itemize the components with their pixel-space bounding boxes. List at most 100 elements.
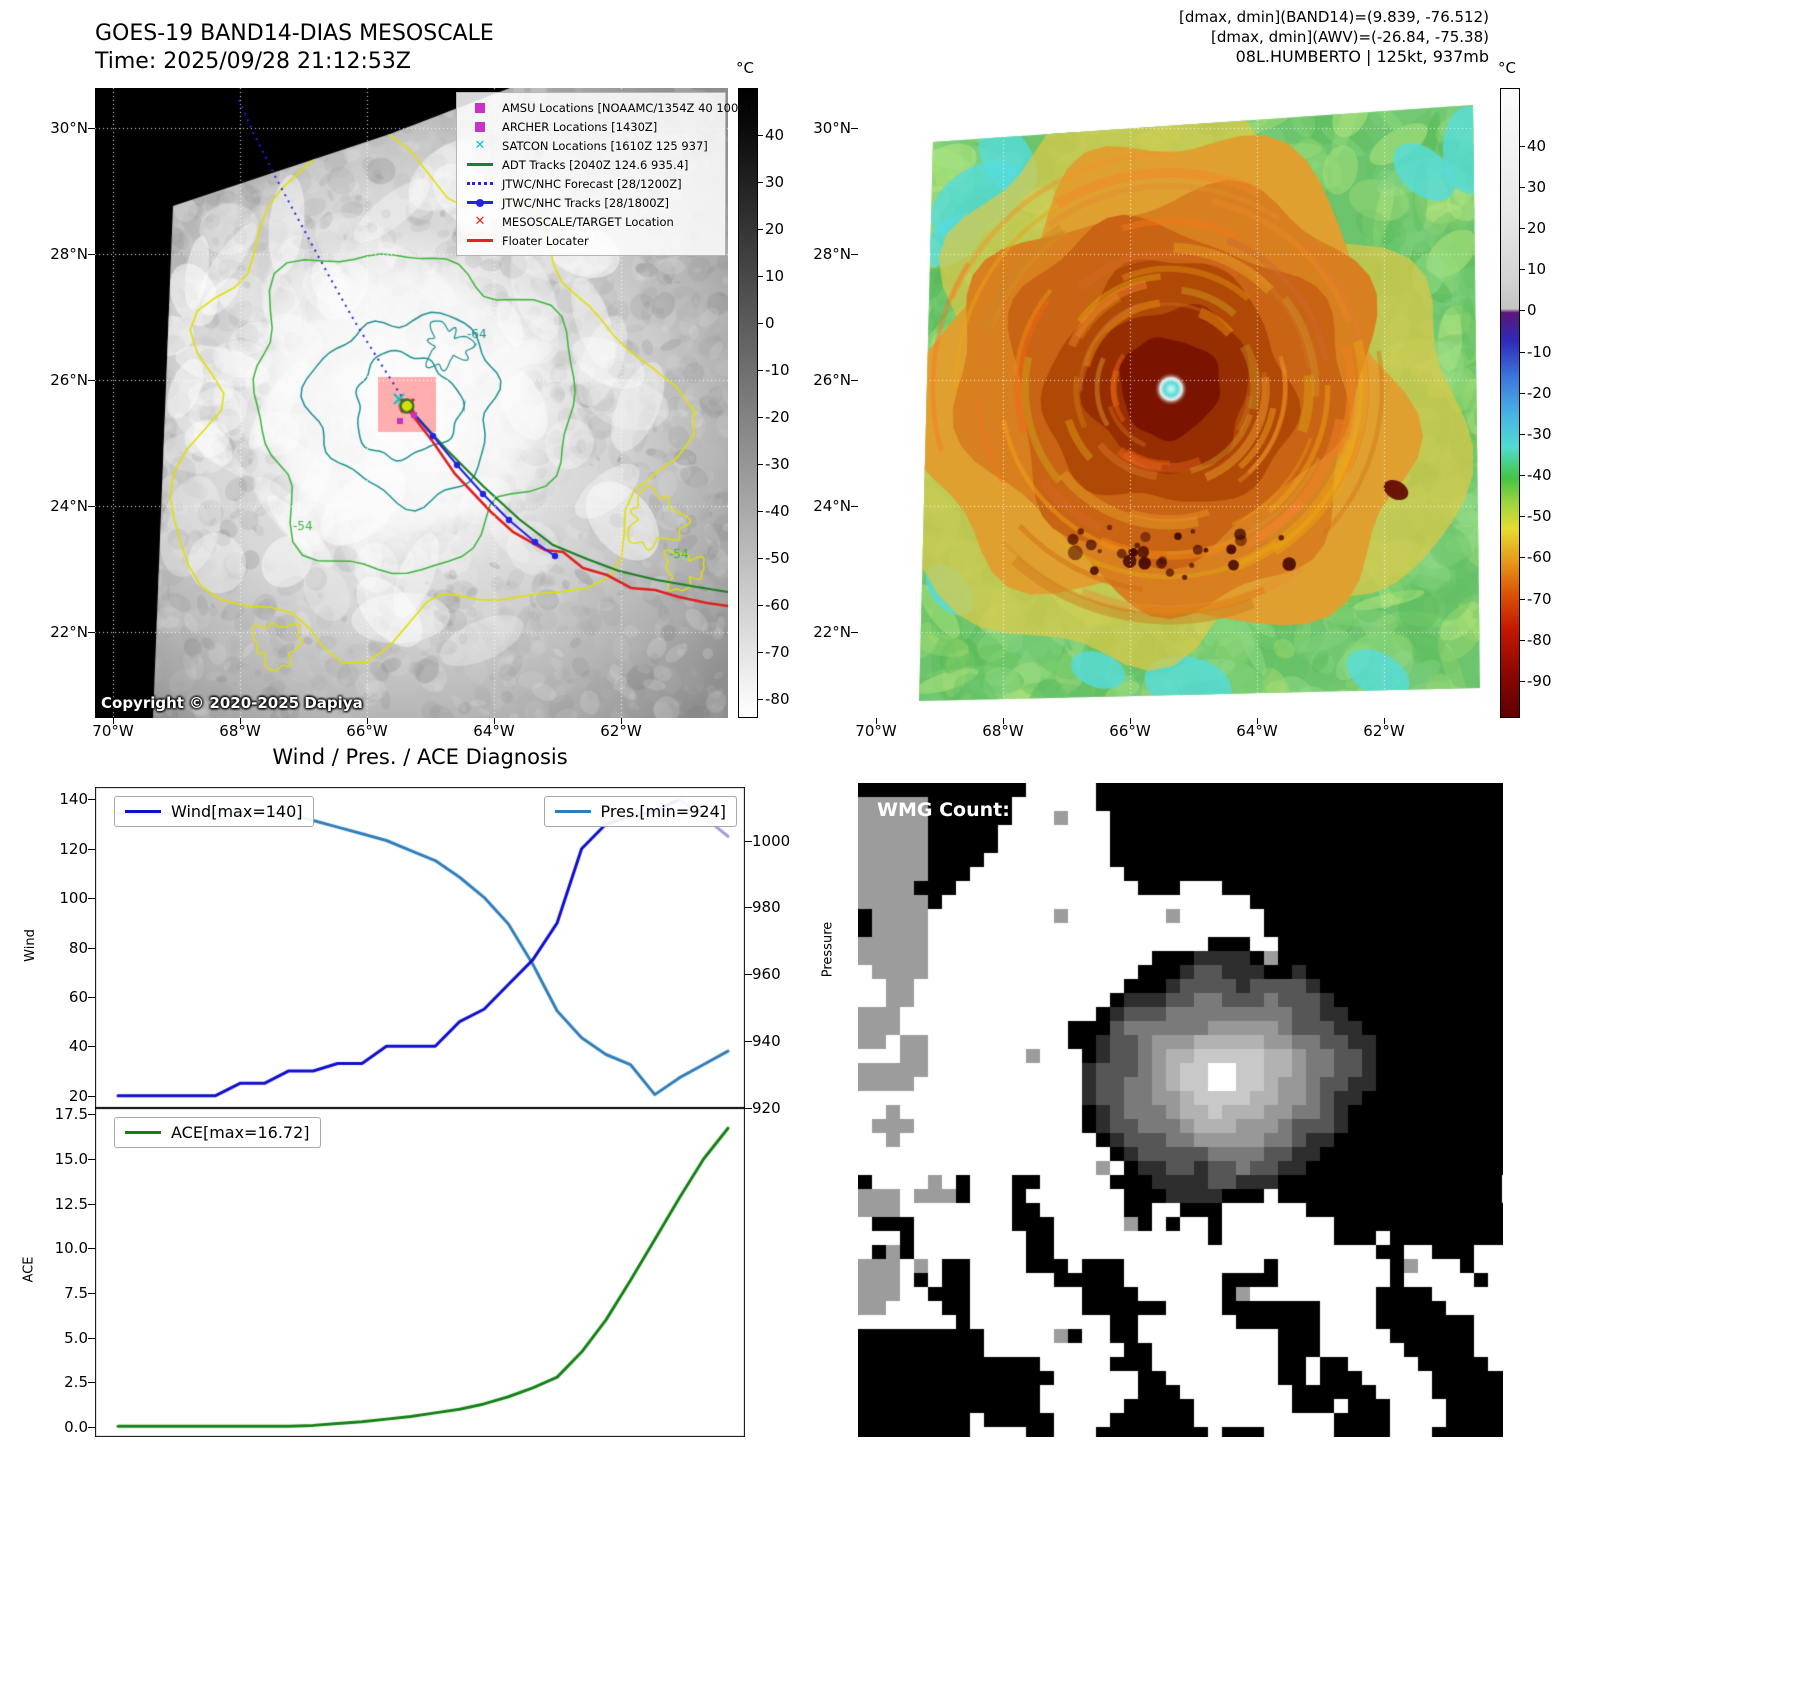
tick-mark [88,898,95,900]
band14-colorbar [738,88,758,718]
tick-mark [1520,516,1525,518]
colorbar-tick-label: 20 [1527,219,1547,237]
colorbar-tick-label: -70 [765,643,790,662]
dmax-dmin-band14-text: [dmax, dmin](BAND14)=(9.839, -76.512) [1178,8,1489,26]
ace-tick-label: 2.5 [64,1373,88,1392]
colorbar-tick-label: 10 [1527,260,1547,279]
tick-mark [88,1337,95,1339]
tick-mark [88,128,95,129]
ace-tick-label: 7.5 [64,1284,88,1303]
y-tick-label: 26°N [50,371,88,389]
pressure-line-swatch [554,810,591,813]
wind-tick-label: 20 [68,1086,88,1105]
band14-legend: AMSU Locations [NOAAMC/1354Z 40 1003] ARC… [456,92,750,256]
y-tick-label: 24°N [813,497,851,515]
tick-mark [88,799,95,801]
tick-mark [1520,351,1525,353]
awv-colorbar [1500,88,1520,718]
legend-label: JTWC/NHC Forecast [28/1200Z] [502,176,682,191]
tick-mark [758,699,763,701]
tick-mark [88,1158,95,1160]
legend-label: JTWC/NHC Tracks [28/1800Z] [502,195,669,210]
tick-mark [758,229,763,231]
line-marker-icon [463,158,497,172]
legend-item: ✕ SATCON Locations [1610Z 125 937] [463,136,719,155]
tick-mark [745,1108,752,1109]
ace-tick-label: 0.0 [64,1418,88,1437]
colorbar-tick-label: -30 [1527,424,1552,443]
tick-mark [88,1095,95,1097]
tick-mark [758,464,763,466]
wind-legend: Wind[max=140] [114,796,314,827]
tick-mark [240,718,241,724]
x-tick-label: 66°W [1109,722,1151,740]
tick-mark [745,907,752,909]
x-tick-label: 66°W [346,722,388,740]
pressure-tick-label: 940 [752,1032,781,1051]
y-tick-label: 22°N [50,623,88,641]
legend-label: MESOSCALE/TARGET Location [502,214,674,229]
legend-item: ✕ MESOSCALE/TARGET Location [463,212,719,231]
x-tick-label: 62°W [600,722,642,740]
colorbar-tick-label: -30 [765,455,790,474]
tick-mark [88,947,95,949]
colorbar-tick-label: -20 [1527,383,1552,402]
tick-mark [88,996,95,998]
awv-colorbar-unit: °C [1498,59,1516,77]
colorbar-tick-label: -10 [765,361,790,380]
colorbar-tick-label: -60 [1527,548,1552,567]
tick-mark [851,254,858,255]
square-marker-icon [463,101,497,115]
diagnosis-title: Wind / Pres. / ACE Diagnosis [272,745,568,769]
tick-mark [758,323,763,325]
tick-mark [494,718,495,724]
tick-mark [88,1382,95,1384]
tick-mark [1520,433,1525,435]
ace-axis-label: ACE [21,1256,37,1283]
tick-mark [758,605,763,607]
line-marker-icon [463,234,497,248]
tick-mark [88,1427,95,1429]
colorbar-tick-label: 30 [1527,177,1547,196]
tick-mark [758,417,763,419]
tick-mark [113,718,114,724]
x-tick-label: 68°W [219,722,261,740]
pressure-legend-label: Pres.[min=924] [600,802,726,821]
ace-line-swatch [125,1131,161,1134]
line-marker-icon [467,239,493,242]
x-tick-label: 68°W [982,722,1024,740]
tick-mark [621,718,622,724]
wind-tick-label: 60 [68,987,88,1006]
copyright-watermark: Copyright © 2020-2025 Dapiya [101,694,363,712]
awv-header: [dmax, dmin](BAND14)=(9.839, -76.512) [d… [1179,7,1489,67]
tick-mark [88,1046,95,1048]
colorbar-tick-label: 0 [1527,301,1537,320]
pressure-tick-label: 1000 [752,831,791,850]
band14-colorbar-unit: °C [736,59,754,77]
tick-mark [758,558,763,560]
tick-mark [88,1114,95,1116]
colorbar-tick-label: 20 [765,220,785,239]
colorbar-tick-label: 30 [765,173,785,192]
tick-mark [88,632,95,633]
tick-mark [1520,392,1525,394]
tick-mark [88,848,95,850]
colorbar-tick-label: -60 [765,596,790,615]
legend-label: AMSU Locations [NOAAMC/1354Z 40 1003] [502,100,751,115]
tick-mark [758,182,763,184]
tick-mark [88,254,95,255]
tick-mark [88,506,95,507]
colorbar-tick-label: 40 [765,126,785,144]
tick-mark [88,1293,95,1295]
band14-timestamp: Time: 2025/09/28 21:12:53Z [95,49,411,74]
ace-tick-label: 12.5 [54,1194,88,1213]
wind-pressure-chart-canvas [95,787,745,1108]
legend-item: Floater Locater [463,231,719,250]
line-marker-icon [467,163,493,166]
y-tick-label: 26°N [813,371,851,389]
tick-mark [745,974,752,976]
colorbar-tick-label: -40 [765,502,790,521]
wmg-microwave-canvas [858,783,1503,1437]
wind-axis-label: Wind [22,929,38,962]
